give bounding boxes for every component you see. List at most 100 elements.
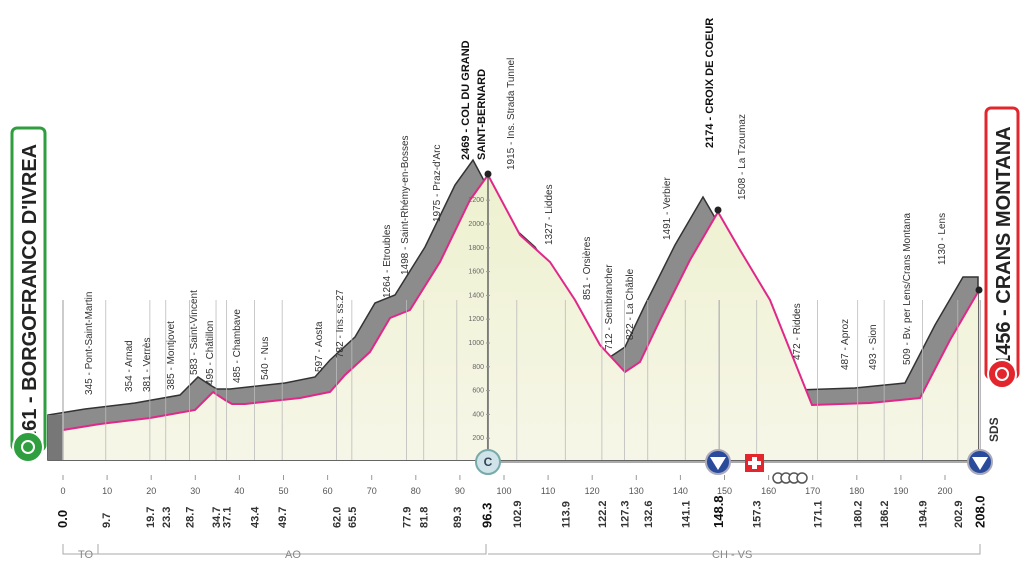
distance-tick-label: 160	[761, 486, 776, 496]
region: AO	[285, 549, 301, 561]
finish-dot	[975, 286, 983, 294]
km-label: 186.2	[879, 500, 891, 528]
waypoint-label: 583 - Saint-Vincent	[189, 290, 200, 375]
kom-triangle	[710, 457, 726, 470]
distance-tick-label: 20	[146, 486, 156, 496]
waypoint-label: 487 - Aproz	[840, 319, 851, 370]
km-label: 122.2	[597, 500, 609, 528]
waypoint-label: 495 - Châtillon	[205, 321, 216, 385]
km-label: 102.9	[512, 500, 524, 528]
distance-tick-label: 150	[717, 486, 732, 496]
distance-tick-label: 140	[673, 486, 688, 496]
km-label: 157.3	[752, 500, 764, 528]
finish-icon	[987, 359, 1017, 389]
waypoint-label: 1508 - La Tzoumaz	[737, 114, 748, 200]
km-label: 202.9	[953, 500, 965, 528]
waypoint-label: 354 - Arnad	[124, 340, 135, 392]
km-label: 49.7	[277, 507, 289, 528]
region-brackets	[62, 544, 981, 555]
km-label: 180.2	[853, 500, 865, 528]
waypoint-label: 472 - Riddes	[792, 303, 803, 360]
waypoint-label: 485 - Chambave	[232, 309, 243, 383]
km-label: 89.3	[452, 507, 464, 528]
start-icon	[12, 431, 44, 463]
kom-triangle	[972, 457, 988, 470]
km-label: 34.7	[211, 507, 223, 528]
km-label: 65.5	[347, 507, 359, 528]
altitude-tick-label: 1400	[468, 292, 484, 299]
waypoint-label: 345 - Pont-Saint-Martin	[84, 292, 95, 395]
altitude-tick-label: 1200	[468, 316, 484, 323]
summit-label: 2469 - COL DU GRAND	[460, 40, 472, 160]
start-icon-inner	[21, 440, 35, 454]
km-label: 23.3	[161, 507, 173, 528]
waypoint-label: 712 - Sembrancher	[604, 264, 615, 350]
profile-wall	[48, 415, 63, 460]
waypoint-label: 385 - Montjovet	[166, 321, 177, 390]
altitude-tick-label: 800	[472, 364, 484, 371]
altitude-tick-label: 400	[472, 411, 484, 418]
waypoint-label: 782 - Ins. ss.27	[335, 289, 346, 358]
altitude-tick-label: 200	[472, 435, 484, 442]
waypoint-label: 509 - Bv. per Lens/Crans Montana	[902, 212, 913, 365]
waypoint-label: 493 - Sion	[868, 324, 879, 370]
km-label: 141.1	[680, 500, 692, 528]
km-label: 171.1	[813, 500, 825, 528]
km-label: 37.1	[222, 507, 234, 528]
distance-tick-label: 0	[60, 486, 65, 496]
labels: 0.0 9.7 19.7 23.3 28.7 34.737.1 43.4 49.7 62.0 65…	[55, 18, 987, 528]
distance-tick-label: 110	[541, 486, 555, 496]
km-label: 81.8	[419, 507, 431, 528]
distance-tick-label: 180	[849, 486, 864, 496]
waypoint-label: 1975 - Praz-d'Arc	[432, 145, 443, 223]
summit-dot	[484, 170, 492, 178]
km-label: 28.7	[185, 507, 197, 528]
summit-label: 2174 - CROIX DE COEUR	[704, 18, 716, 148]
region: CH - VS	[712, 549, 752, 561]
distance-tick-label: 80	[411, 486, 421, 496]
altitude-tick-label: 1800	[468, 245, 484, 252]
waypoint-label: 1327 - Liddes	[544, 184, 555, 245]
sprint-marker	[475, 449, 501, 475]
region: TO	[78, 549, 94, 561]
waypoint-label: 1498 - Saint-Rhémy-en-Bosses	[400, 135, 411, 275]
distance-tick-label: 40	[234, 486, 244, 496]
km-label: 9.7	[101, 513, 113, 528]
tunnel-icons	[772, 472, 808, 484]
altitude-tick-label: 600	[472, 388, 484, 395]
altitude-tick-label: 2200	[468, 197, 484, 204]
distance-tick-label: 170	[805, 486, 820, 496]
profile-line	[62, 173, 979, 431]
distance-tick-label: 90	[455, 486, 465, 496]
km-label: 19.7	[145, 507, 157, 528]
distance-tick-label: 10	[102, 486, 112, 496]
waypoint-label: 851 - Orsières	[582, 237, 593, 300]
waypoint-label: 1915 - Ins. Strada Tunnel	[506, 58, 517, 170]
waypoint-label: 1264 - Etroubles	[382, 225, 393, 298]
km-label: 0.0	[55, 510, 70, 528]
distance-tick-label: 60	[323, 486, 333, 496]
waypoint-label: 381 - Verrès	[142, 338, 153, 392]
altitude-tick-label: 2000	[468, 221, 484, 228]
waypoint-label: 822 - La Châble	[625, 268, 636, 340]
profile-fill	[63, 175, 978, 460]
distance-tick-label: 190	[893, 486, 908, 496]
altitude-tick-label: 1600	[468, 269, 484, 276]
waypoint-label: 540 - Nus	[260, 337, 271, 380]
waypoint-label: 597 - Aosta	[314, 321, 325, 372]
summit-label: SAINT-BERNARD	[476, 69, 488, 160]
distance-tick-label: 200	[937, 486, 952, 496]
waypoint-label: 1491 - Verbier	[662, 177, 673, 240]
sponsor: SDS	[987, 417, 1001, 442]
km-label: 132.6	[643, 500, 655, 528]
km-label: 77.9	[402, 507, 414, 528]
km-label: 62.0	[331, 507, 343, 528]
distance-tick-label: 100	[496, 486, 511, 496]
distance-tick-label: 50	[278, 486, 288, 496]
distance-tick-label: 70	[367, 486, 377, 496]
km-label: 148.8	[711, 495, 726, 528]
km-label: 43.4	[249, 506, 261, 528]
sprint-letter: C	[484, 455, 493, 469]
start-label: 261 - BORGOFRANCO D'IVREA	[19, 144, 41, 442]
